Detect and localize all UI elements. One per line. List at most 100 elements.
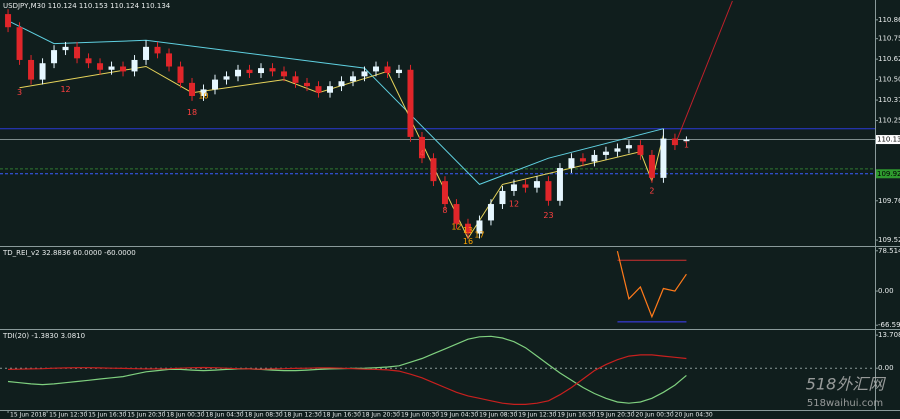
- candle-body: [625, 145, 632, 149]
- td-count: 12: [451, 222, 461, 231]
- candle-body: [522, 184, 529, 188]
- candle-body: [568, 158, 575, 169]
- candle-body: [212, 79, 219, 90]
- candle-body: [5, 14, 12, 28]
- td-count: 1: [684, 141, 689, 150]
- candle-body: [292, 76, 299, 83]
- td-count: 12: [60, 85, 70, 94]
- x-tick-label: 19 Jun 16:30: [557, 412, 595, 419]
- candle-body: [74, 46, 81, 59]
- candle-body: [441, 181, 448, 205]
- watermark: 518外汇网: [806, 375, 887, 394]
- x-tick-label: 18 Jun 04:30: [206, 412, 244, 419]
- candle-body: [499, 190, 506, 205]
- candle-body: [660, 138, 667, 178]
- candle-body: [533, 181, 540, 188]
- candle-body: [338, 81, 345, 87]
- candle-body: [85, 58, 92, 64]
- candle-body: [120, 66, 127, 72]
- td-count: 3: [17, 88, 22, 97]
- candle-body: [683, 139, 690, 142]
- x-tick-label: 19 Jun 04:30: [440, 412, 478, 419]
- y-tick-label: 110.500: [878, 76, 900, 84]
- x-tick-label: 15 Jun 12:30: [49, 412, 87, 419]
- x-tick-label: 19 Jun 00:30: [401, 412, 439, 419]
- candle-body: [579, 158, 586, 162]
- candle-body: [189, 82, 196, 96]
- candle-body: [407, 69, 414, 137]
- td-count: 12: [509, 200, 519, 209]
- y-tick-label: 0.00: [878, 287, 894, 295]
- candle-body: [372, 66, 379, 72]
- watermark-url: 518waihui.com: [807, 398, 883, 409]
- price-tag: [876, 169, 900, 179]
- x-tick-label: 15 Jun 2018: [10, 412, 46, 419]
- x-tick-label: 18 Jun 20:30: [362, 412, 400, 419]
- candle-body: [143, 46, 150, 60]
- candle-body: [303, 82, 310, 87]
- x-tick-label: 19 Jun 20:30: [596, 412, 634, 419]
- candle-body: [97, 63, 104, 70]
- td-count: 10: [198, 91, 208, 100]
- candle-body: [487, 204, 494, 221]
- candle-body: [154, 46, 161, 54]
- candle-body: [16, 27, 23, 60]
- candle-body: [453, 204, 460, 224]
- candle-body: [556, 168, 563, 201]
- y-tick-label: 110.865: [878, 16, 900, 24]
- candle-body: [62, 46, 69, 51]
- candle-body: [395, 69, 402, 74]
- y-tick-label: 13.7083: [878, 331, 900, 339]
- x-tick-label: 19 Jun 08:30: [479, 412, 517, 419]
- indicator-line: [616, 250, 687, 319]
- price-tag-label: 110.134: [877, 136, 900, 144]
- td-count: 2: [649, 186, 654, 195]
- candle-body: [223, 76, 230, 80]
- y-tick-label: 109.760: [878, 197, 900, 205]
- candle-body: [510, 184, 517, 191]
- candle-body: [51, 50, 58, 64]
- candle-body: [591, 154, 598, 162]
- candle-body: [545, 181, 552, 201]
- price-tag: [876, 135, 900, 145]
- candle-body: [671, 138, 678, 146]
- td-count: 18: [187, 108, 197, 117]
- y-tick-label: 110.625: [878, 55, 900, 63]
- candle-body: [384, 66, 391, 74]
- x-tick-label: 15 Jun 20:30: [127, 412, 165, 419]
- candle-body: [361, 71, 368, 77]
- y-tick-label: 110.250: [878, 117, 900, 125]
- candle-body: [177, 66, 184, 83]
- x-tick-label: 18 Jun 16:30: [323, 412, 361, 419]
- indicator-line: [7, 354, 687, 405]
- candle-body: [131, 59, 138, 72]
- td-count: 17: [474, 231, 484, 240]
- x-tick-label: 15 Jun 16:30: [88, 412, 126, 419]
- candle-body: [258, 68, 265, 74]
- x-tick-label: 20 Jun 00:30: [636, 412, 674, 419]
- x-tick-label: 19 Jun 12:30: [518, 412, 556, 419]
- candle-body: [648, 154, 655, 178]
- candle-body: [418, 136, 425, 159]
- td-count: 13: [463, 226, 473, 235]
- panel-title: USDJPY,M30 110.124 110.153 110.124 110.1…: [3, 2, 171, 10]
- y-tick-label: -66.5959: [878, 321, 900, 329]
- trend-line: [674, 0, 733, 146]
- candle-body: [246, 69, 253, 74]
- td-count: 8: [442, 206, 447, 215]
- candle-body: [464, 223, 471, 234]
- candle-body: [326, 86, 333, 93]
- candle-body: [430, 158, 437, 182]
- candle-body: [269, 68, 276, 72]
- candle-body: [315, 86, 322, 93]
- x-tick-label: 18 Jun 08:30: [245, 412, 283, 419]
- panel-title: TDI(20) -1.3830 3.0810: [2, 332, 85, 340]
- candle-body: [349, 76, 356, 82]
- x-tick-label: 18 Jun 00:30: [166, 412, 204, 419]
- candle-body: [235, 69, 242, 77]
- y-tick-label: 110.750: [878, 35, 900, 43]
- candle-body: [39, 63, 46, 80]
- candle-body: [602, 151, 609, 155]
